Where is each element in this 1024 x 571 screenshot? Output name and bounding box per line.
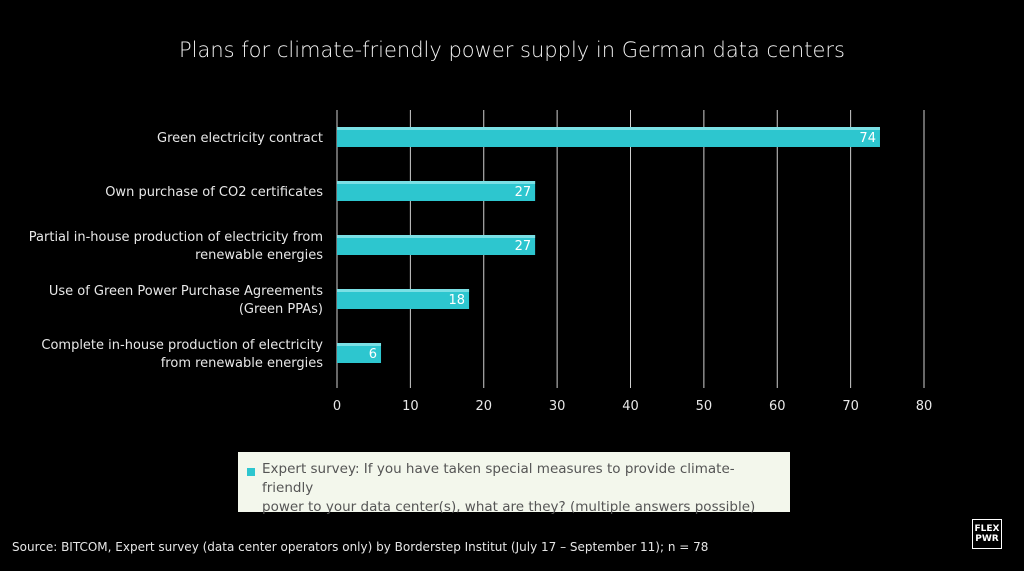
category-label: from renewable energies xyxy=(161,356,323,371)
logo-text-line-1: FLEX xyxy=(974,524,1000,534)
legend-text: Expert survey: If you have taken special… xyxy=(262,460,778,517)
legend-swatch xyxy=(247,468,255,476)
category-label: Partial in-house production of electrici… xyxy=(29,230,323,245)
bar-highlight xyxy=(337,181,536,184)
flexpwr-logo: FLEX PWR xyxy=(972,519,1002,549)
bar-highlight xyxy=(337,235,536,238)
source-note: Source: BITCOM, Expert survey (data cent… xyxy=(12,540,709,554)
category-label: renewable energies xyxy=(195,248,323,263)
x-tick-label: 70 xyxy=(842,399,859,414)
category-label: Own purchase of CO2 certificates xyxy=(105,185,323,200)
x-tick-label: 60 xyxy=(769,399,786,414)
bar xyxy=(337,343,382,363)
bar-chart: 0 10 20 30 40 50 60 70 80 74 Green electricity con… xyxy=(29,110,933,414)
x-tick-label: 40 xyxy=(622,399,639,414)
bar xyxy=(337,289,470,309)
logo-text-line-2: PWR xyxy=(975,534,999,544)
legend: Expert survey: If you have taken special… xyxy=(238,452,790,515)
bar-value-label: 18 xyxy=(449,293,466,308)
bar-value-label: 27 xyxy=(515,239,532,254)
legend-text-line-2: power to your data center(s), what are t… xyxy=(262,499,756,515)
bar-highlight xyxy=(337,289,470,292)
category-label: (Green PPAs) xyxy=(239,302,323,317)
bar-highlight xyxy=(337,343,382,346)
category-label: Complete in-house production of electric… xyxy=(41,338,323,353)
x-tick-label: 30 xyxy=(549,399,566,414)
bar-value-label: 6 xyxy=(369,347,377,362)
category-label: Use of Green Power Purchase Agreements xyxy=(49,284,323,299)
category-label: Green electricity contract xyxy=(157,131,323,146)
legend-text-line-1: Expert survey: If you have taken special… xyxy=(262,461,735,496)
x-tick-label: 20 xyxy=(475,399,492,414)
bar xyxy=(337,127,880,147)
bar xyxy=(337,235,536,255)
bar-highlight xyxy=(337,127,880,130)
chart-title: Plans for climate-friendly power supply … xyxy=(179,38,845,62)
x-tick-label: 0 xyxy=(333,399,341,414)
bar-value-label: 74 xyxy=(859,131,876,146)
x-tick-label: 50 xyxy=(696,399,713,414)
bar-value-label: 27 xyxy=(515,185,532,200)
bar xyxy=(337,181,536,201)
x-tick-label: 10 xyxy=(402,399,419,414)
x-tick-label: 80 xyxy=(916,399,933,414)
